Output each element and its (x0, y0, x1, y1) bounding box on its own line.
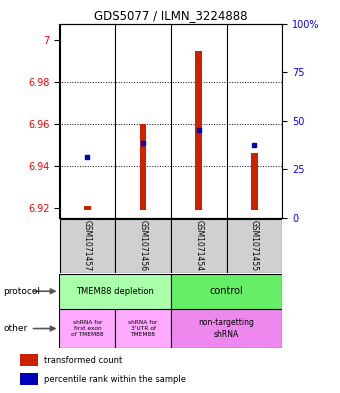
Text: control: control (210, 286, 243, 296)
Bar (195, 51, 202, 210)
Bar (171, 219, 226, 273)
Bar (59, 274, 171, 309)
Text: GSM1071457: GSM1071457 (83, 220, 92, 272)
Bar (226, 219, 282, 273)
Bar (20, 354, 38, 366)
Text: TMEM88 depletion: TMEM88 depletion (76, 287, 154, 296)
Text: shRNA for
3'UTR of
TMEM88: shRNA for 3'UTR of TMEM88 (128, 320, 158, 337)
Text: other: other (3, 324, 28, 333)
Text: percentile rank within the sample: percentile rank within the sample (44, 375, 186, 384)
Text: GSM1071455: GSM1071455 (250, 220, 259, 272)
Bar (115, 219, 171, 273)
Text: protocol: protocol (3, 287, 40, 296)
Bar (59, 309, 115, 348)
Bar (115, 309, 171, 348)
Text: GSM1071456: GSM1071456 (138, 220, 148, 272)
Text: non-targetting
shRNA: non-targetting shRNA (199, 318, 254, 339)
Bar (20, 373, 38, 385)
Text: transformed count: transformed count (44, 356, 123, 365)
Title: GDS5077 / ILMN_3224888: GDS5077 / ILMN_3224888 (94, 9, 248, 22)
Bar (140, 124, 146, 210)
Bar (251, 153, 258, 210)
Bar (171, 309, 282, 348)
Bar (59, 219, 115, 273)
Bar (84, 206, 91, 210)
Text: GSM1071454: GSM1071454 (194, 220, 203, 272)
Text: shRNA for
first exon
of TMEM88: shRNA for first exon of TMEM88 (71, 320, 104, 337)
Bar (171, 274, 282, 309)
